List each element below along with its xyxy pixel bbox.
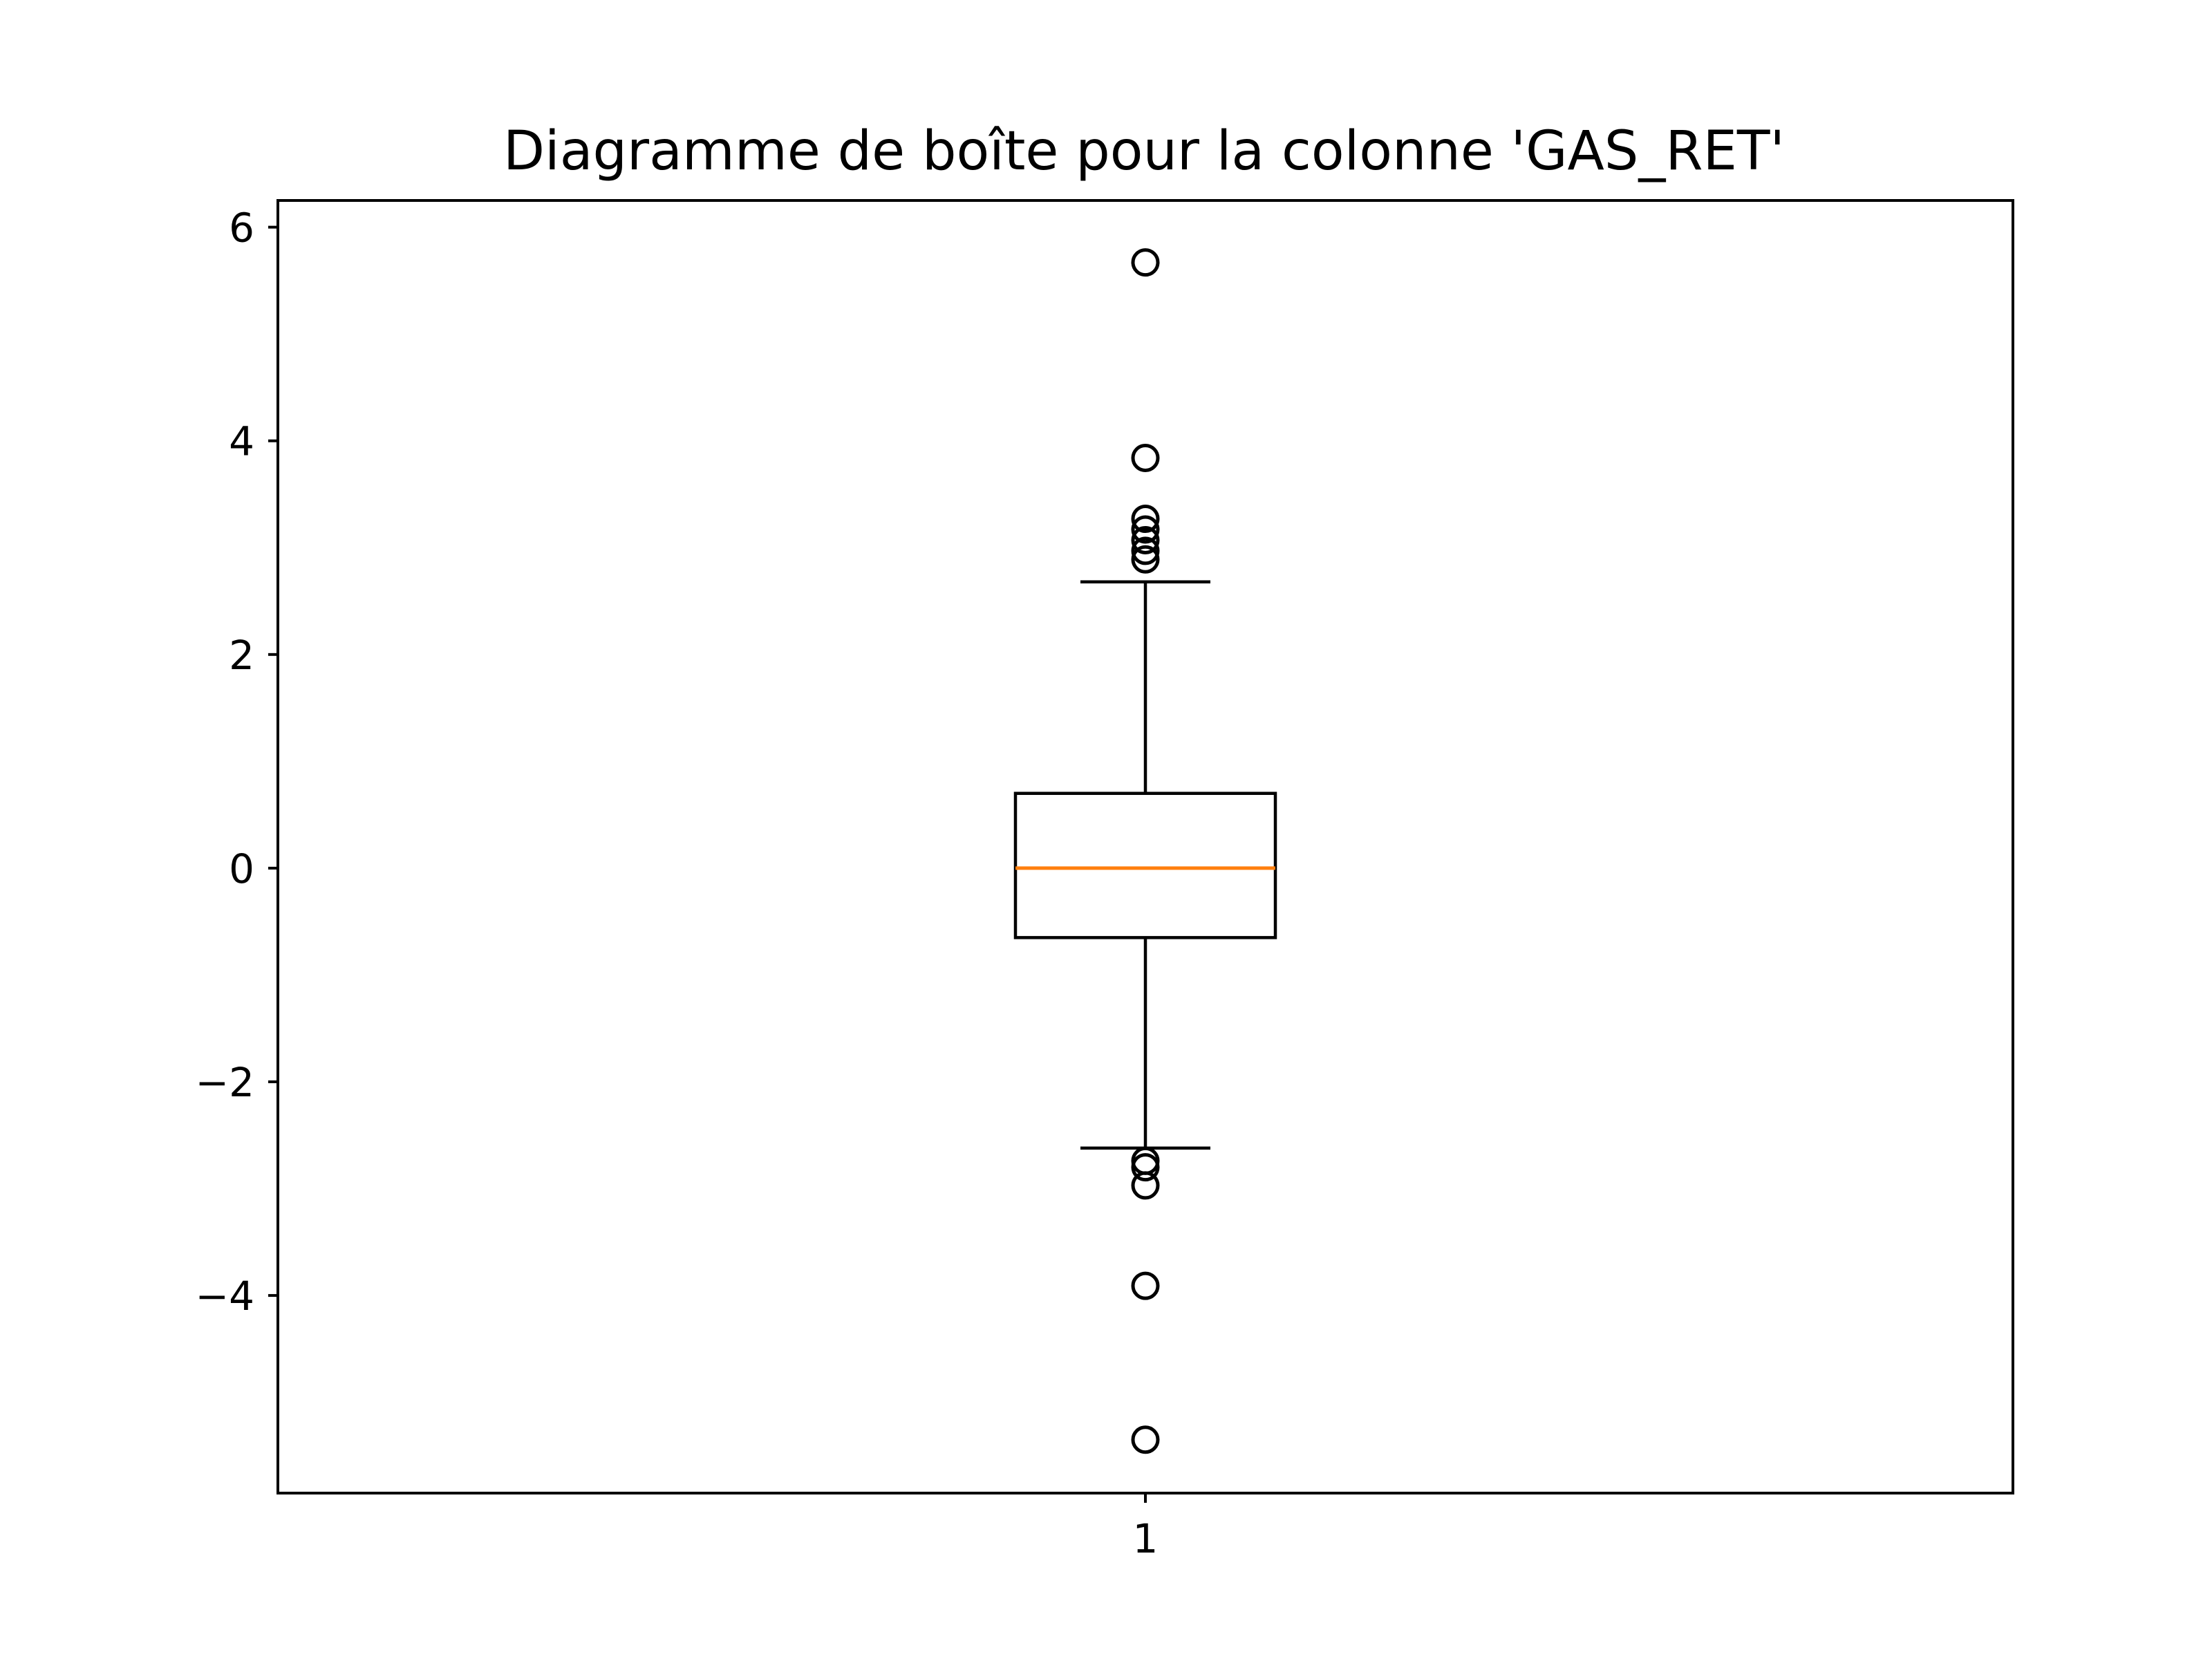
- outlier-point: [1131, 515, 1160, 544]
- plot-area: 6 4 2 0 −2 −4 1: [196, 205, 1277, 1562]
- iqr-box: [1013, 791, 1277, 939]
- axes-frame: [276, 199, 2014, 1494]
- chart-title: Diagramme de boîte pour la colonne 'GAS_…: [503, 120, 1785, 182]
- outlier-point: [1131, 525, 1160, 554]
- x-tick-label: 1: [1133, 1515, 1159, 1562]
- outlier-point: [1131, 248, 1160, 277]
- outlier-point: [1131, 1271, 1160, 1300]
- y-tick-label: 2: [229, 632, 254, 679]
- outlier-point: [1131, 536, 1160, 565]
- outlier-point: [1131, 1425, 1160, 1454]
- outlier-point: [1131, 443, 1160, 472]
- outlier-point: [1131, 1171, 1160, 1200]
- y-tick-label: −2: [196, 1059, 255, 1106]
- outlier-point: [1131, 505, 1160, 534]
- y-tick-label: 4: [229, 418, 254, 465]
- outlier-point: [1131, 1153, 1160, 1182]
- outlier-point: [1131, 545, 1160, 574]
- y-tick-label: 0: [229, 845, 254, 892]
- y-tick-label: −4: [196, 1273, 255, 1320]
- y-tick-label: 6: [229, 205, 254, 252]
